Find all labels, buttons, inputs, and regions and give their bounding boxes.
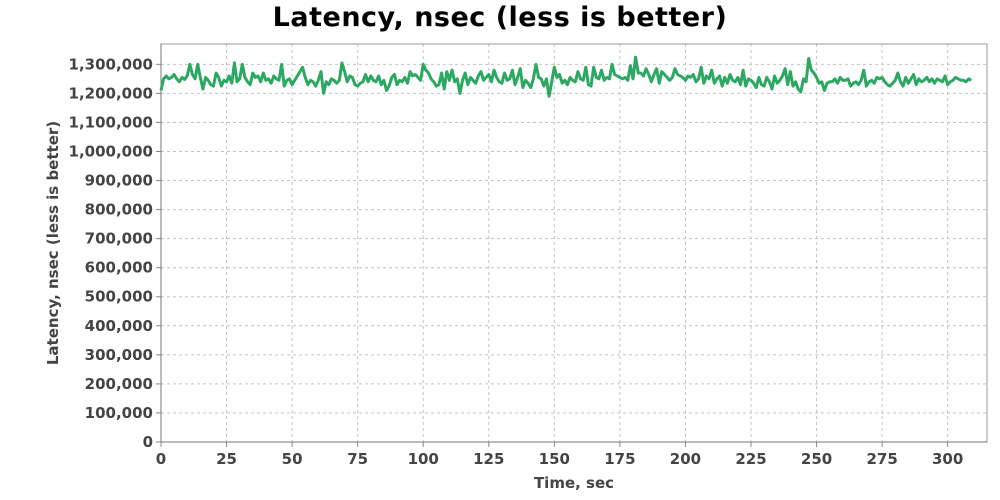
x-axis-label: Time, sec bbox=[534, 474, 614, 492]
plot-area-background bbox=[161, 44, 987, 442]
y-tick-label: 900,000 bbox=[85, 172, 153, 190]
y-tick-label: 500,000 bbox=[85, 288, 153, 306]
y-tick-label: 700,000 bbox=[85, 230, 153, 248]
x-tick-label: 225 bbox=[735, 450, 766, 468]
x-tick-label: 50 bbox=[282, 450, 303, 468]
y-tick-label: 1,200,000 bbox=[69, 84, 153, 102]
y-tick-label: 0 bbox=[143, 433, 153, 451]
y-tick-label: 300,000 bbox=[85, 346, 153, 364]
grid-lines bbox=[160, 44, 987, 443]
axes bbox=[156, 43, 988, 447]
y-tick-label: 200,000 bbox=[85, 375, 153, 393]
latency-series-line bbox=[159, 55, 972, 98]
x-tick-label: 75 bbox=[347, 450, 368, 468]
y-tick-label: 600,000 bbox=[85, 259, 153, 277]
tick-labels: 0 25 50 75 100 125 150 175 200 225 250 275 300 0 100,0… bbox=[69, 55, 964, 468]
y-tick-label: 1,100,000 bbox=[69, 113, 153, 131]
y-tick-label: 400,000 bbox=[85, 317, 153, 335]
y-tick-label: 800,000 bbox=[85, 201, 153, 219]
y-tick-label: 1,300,000 bbox=[69, 55, 153, 73]
y-axis-label: Latency, nsec (less is better) bbox=[44, 121, 62, 365]
x-tick-label: 0 bbox=[156, 450, 166, 468]
x-tick-label: 125 bbox=[473, 450, 504, 468]
chart-title: Latency, nsec (less is better) bbox=[272, 2, 728, 33]
x-tick-label: 150 bbox=[539, 450, 570, 468]
y-tick-label: 100,000 bbox=[85, 404, 153, 422]
x-tick-label: 300 bbox=[932, 450, 963, 468]
x-tick-label: 275 bbox=[866, 450, 897, 468]
x-tick-label: 250 bbox=[801, 450, 832, 468]
x-tick-label: 200 bbox=[670, 450, 701, 468]
x-tick-label: 100 bbox=[408, 450, 439, 468]
x-tick-label: 175 bbox=[604, 450, 635, 468]
y-tick-label: 1,000,000 bbox=[69, 142, 153, 160]
x-tick-label: 25 bbox=[216, 450, 237, 468]
